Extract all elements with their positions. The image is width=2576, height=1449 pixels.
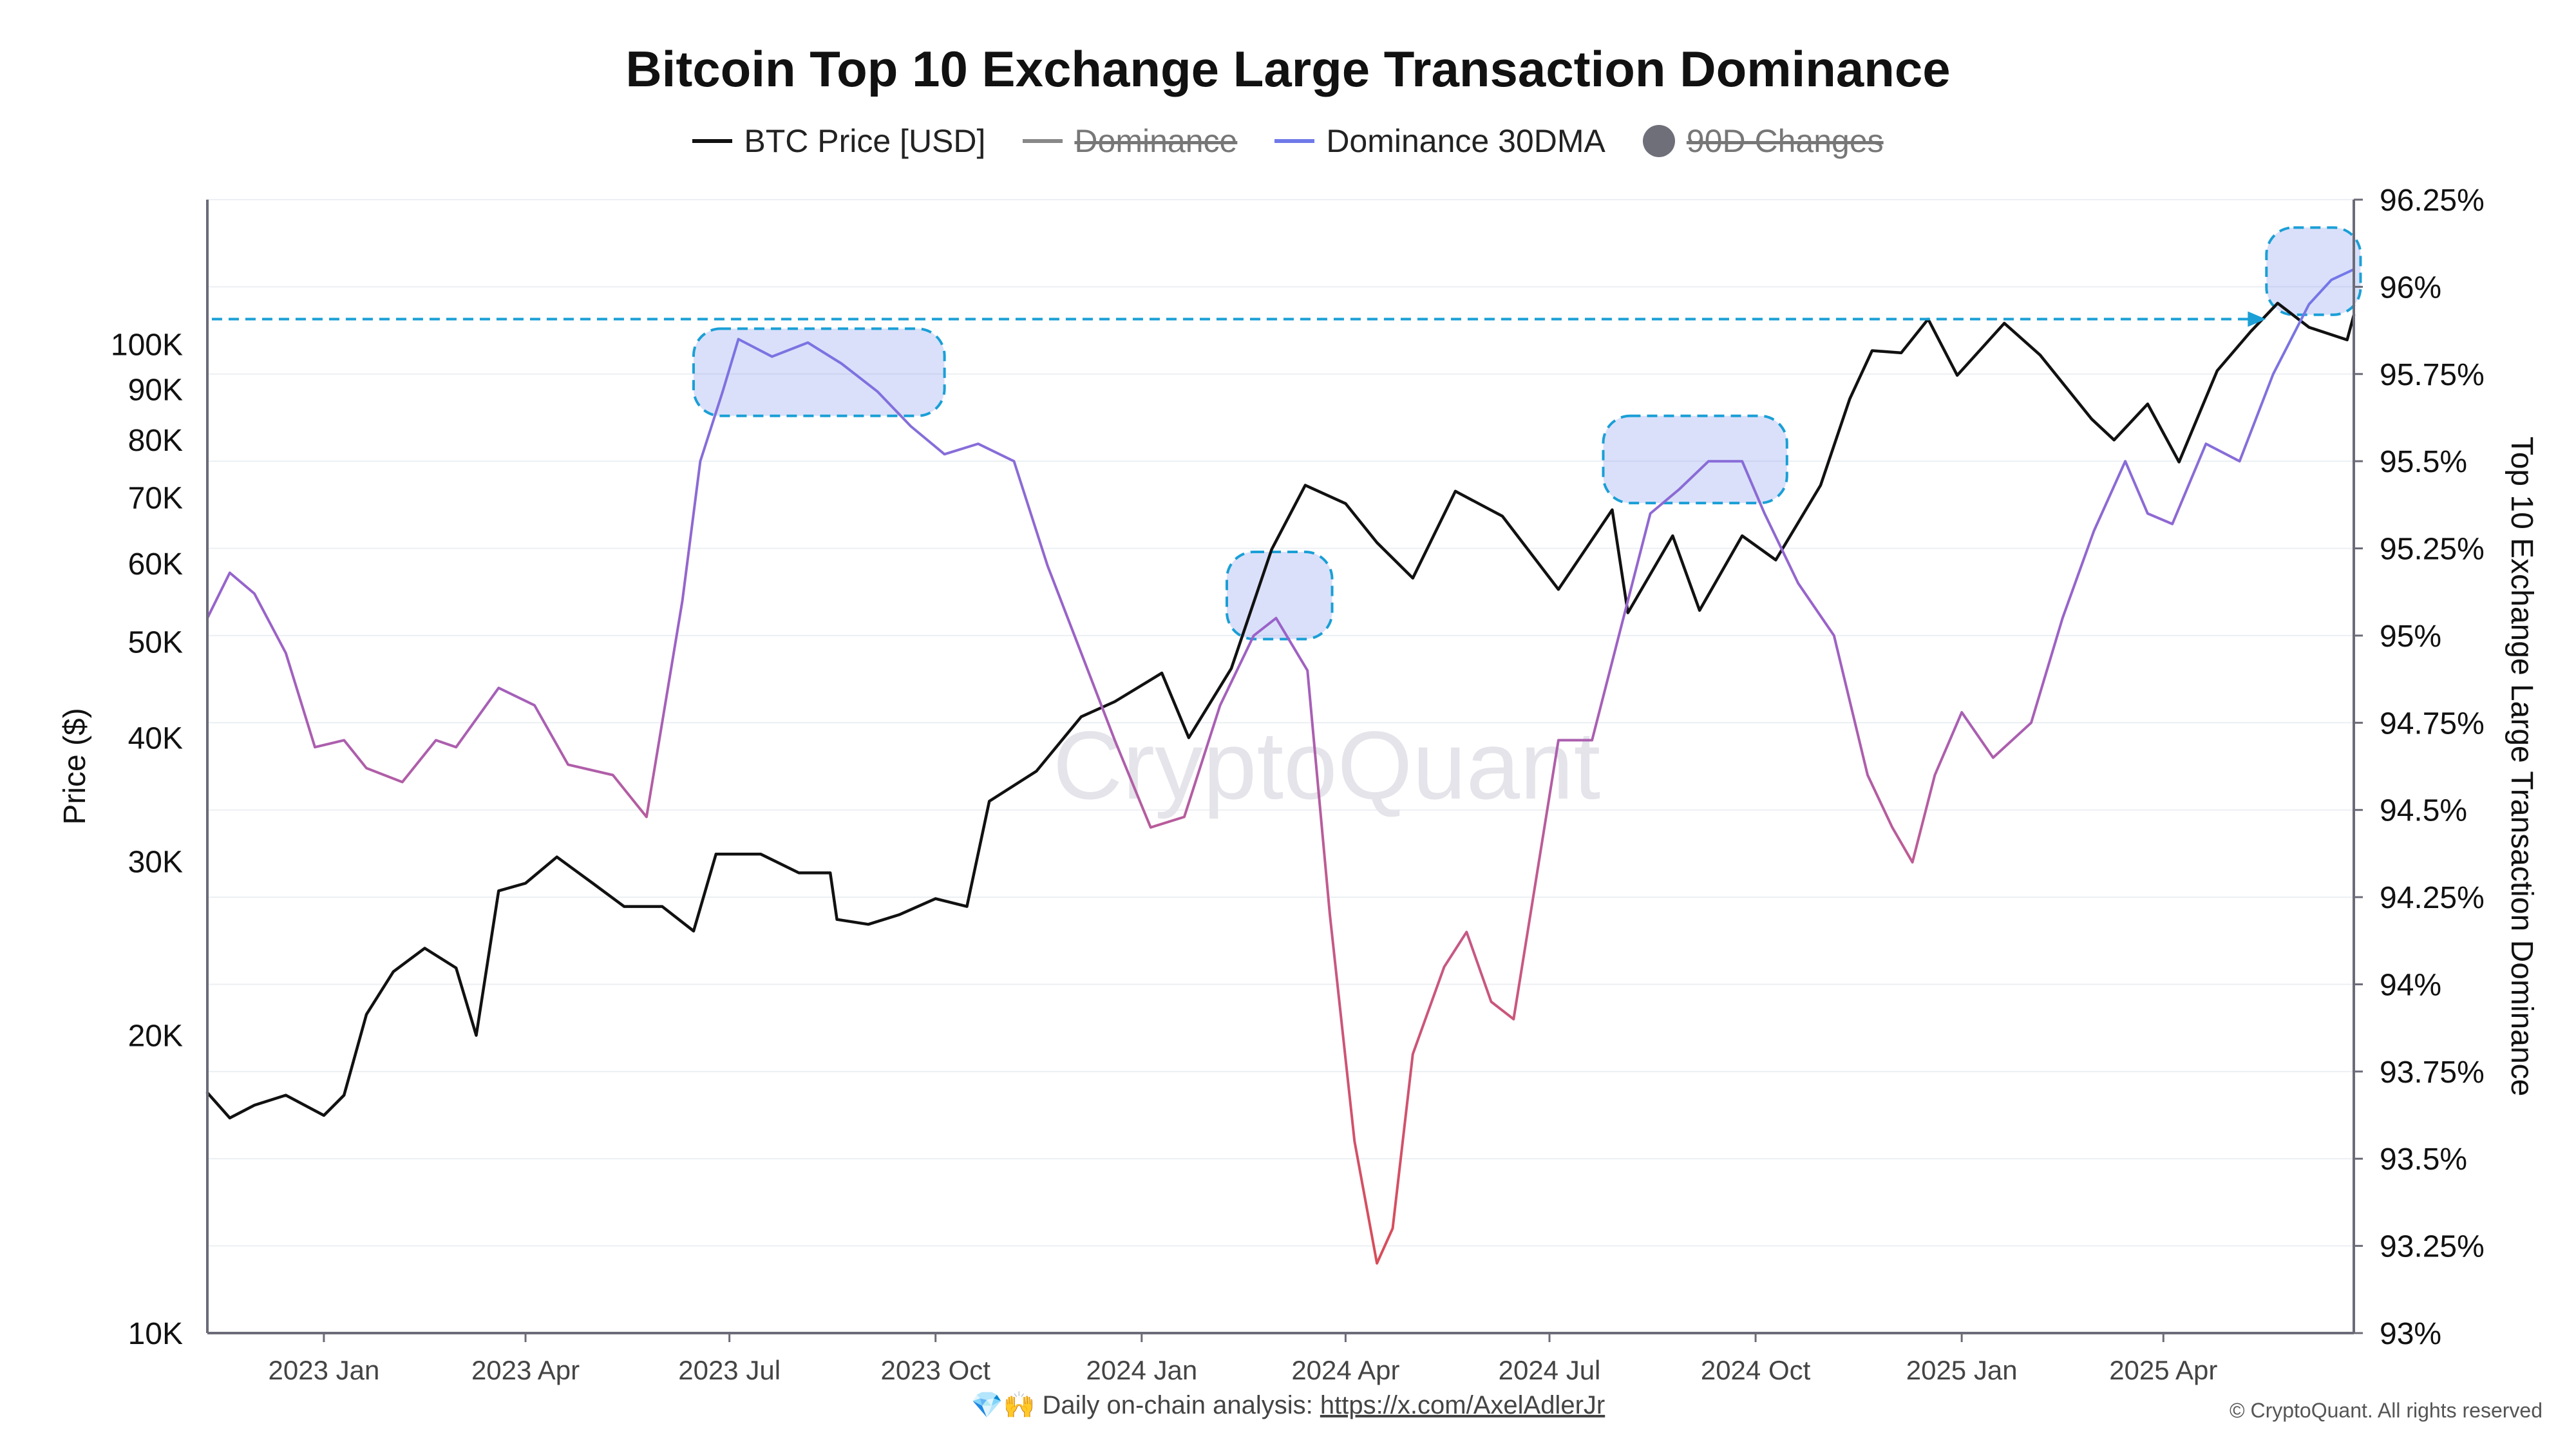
y-left-tick-label-8: 90K	[128, 374, 183, 408]
copyright: © CryptoQuant. All rights reserved	[2230, 1399, 2543, 1422]
y-right-tick-label-13: 96.25%	[2380, 184, 2485, 218]
x-tick-label-5: 2024 Apr	[1291, 1355, 1399, 1385]
footer-link[interactable]: https://x.com/AxelAdlerJr	[1320, 1391, 1605, 1419]
y-right-tick-label-9: 95.25%	[2380, 533, 2485, 567]
y-right-tick-label-5: 94.25%	[2380, 881, 2485, 915]
x-axis-ticks: 2023 Jan 2023 Apr 2023 Jul 2023 Oct 2024 Jan…	[269, 1333, 2217, 1385]
y-right-tick-label-0: 93%	[2380, 1317, 2441, 1351]
y-right-tick-label-12: 96%	[2380, 270, 2441, 305]
legend-swatch-90d-changes	[1642, 125, 1675, 157]
watermark: CryptoQuant	[1053, 711, 1600, 819]
legend-swatch-btc-price	[692, 139, 733, 143]
y-left-tick-label-6: 70K	[128, 481, 183, 515]
y-left-tick-label-9: 100K	[111, 328, 183, 362]
y-right-tick-label-6: 94.5%	[2380, 794, 2467, 828]
footer-text: Daily on-chain analysis:	[1042, 1391, 1313, 1419]
y-left-tick-label-1: 20K	[128, 1019, 183, 1054]
highlight-box-3	[1602, 414, 1788, 505]
reference-line-group	[211, 311, 2266, 327]
left-axis-ticks: 10K 20K 30K 40K 50K 60K 70K 80K 90K 100K	[111, 328, 183, 1351]
y-right-tick-label-10: 95.5%	[2380, 445, 2467, 479]
y-right-tick-label-3: 93.75%	[2380, 1056, 2485, 1090]
highlight-boxes	[692, 226, 2362, 641]
diamond-hands-icon: 💎🙌	[971, 1391, 1036, 1419]
series-group	[205, 268, 2356, 1265]
y-left-tick-label-3: 40K	[128, 721, 183, 755]
axes-group	[206, 200, 2355, 1334]
y-right-tick-label-1: 93.25%	[2380, 1230, 2485, 1264]
x-tick-label-0: 2023 Jan	[269, 1355, 380, 1385]
legend-label-btc-price: BTC Price [USD]	[744, 123, 986, 159]
footer: 💎🙌 Daily on-chain analysis: https://x.co…	[0, 1390, 2576, 1420]
highlight-box-4	[2265, 226, 2362, 316]
x-tick-label-9: 2025 Apr	[2109, 1355, 2217, 1385]
series-line-btc-price	[205, 301, 2356, 1120]
y-left-tick-label-2: 30K	[128, 845, 183, 879]
highlight-box-1	[692, 327, 946, 417]
reference-arrow-head-1	[2248, 311, 2266, 327]
right-axis-ticks: 93% 93.25% 93.5% 93.75% 94% 94.25% 94.5% 94.75%…	[2354, 184, 2485, 1351]
x-tick-label-3: 2023 Oct	[880, 1355, 990, 1385]
y-left-tick-label-0: 10K	[128, 1317, 183, 1351]
legend-label-dominance: Dominance	[1074, 123, 1238, 159]
y-left-tick-label-4: 50K	[128, 626, 183, 660]
y-right-tick-label-7: 94.75%	[2380, 706, 2485, 741]
legend-label-90d-changes: 90D Changes	[1686, 123, 1884, 159]
legend-swatch-dominance	[1023, 139, 1063, 143]
y-axis-right-label: Top 10 Exchange Large Transaction Domina…	[2505, 437, 2539, 1097]
x-tick-label-7: 2024 Oct	[1701, 1355, 1811, 1385]
legend-item-90d-changes[interactable]: 90D Changes	[1642, 122, 1884, 160]
y-right-tick-label-8: 95%	[2380, 620, 2441, 654]
x-tick-label-1: 2023 Apr	[471, 1355, 580, 1385]
y-right-tick-label-2: 93.5%	[2380, 1142, 2467, 1177]
legend-item-dominance[interactable]: Dominance	[1023, 122, 1237, 160]
y-right-tick-label-4: 94%	[2380, 968, 2441, 1002]
chart-legend: BTC Price [USD] Dominance Dominance 30DM…	[0, 122, 2576, 160]
chart-title: Bitcoin Top 10 Exchange Large Transactio…	[625, 41, 1951, 97]
series-line-dominance-30dma	[206, 268, 2355, 1265]
y-left-tick-label-7: 80K	[128, 424, 183, 458]
x-tick-label-8: 2025 Jan	[1906, 1355, 2018, 1385]
x-tick-label-2: 2023 Jul	[678, 1355, 781, 1385]
legend-item-btc-price[interactable]: BTC Price [USD]	[692, 122, 985, 160]
x-tick-label-4: 2024 Jan	[1086, 1355, 1197, 1385]
y-left-tick-label-5: 60K	[128, 547, 183, 582]
x-tick-label-6: 2024 Jul	[1499, 1355, 1601, 1385]
legend-item-dominance-30dma[interactable]: Dominance 30DMA	[1274, 122, 1605, 160]
grid-lines	[207, 199, 2354, 1334]
highlight-box-2	[1226, 550, 1334, 641]
legend-swatch-dominance-30dma	[1274, 139, 1315, 143]
legend-label-dominance-30dma: Dominance 30DMA	[1326, 123, 1605, 159]
y-right-tick-label-11: 95.75%	[2380, 358, 2485, 392]
y-axis-left-label: Price ($)	[58, 708, 92, 824]
